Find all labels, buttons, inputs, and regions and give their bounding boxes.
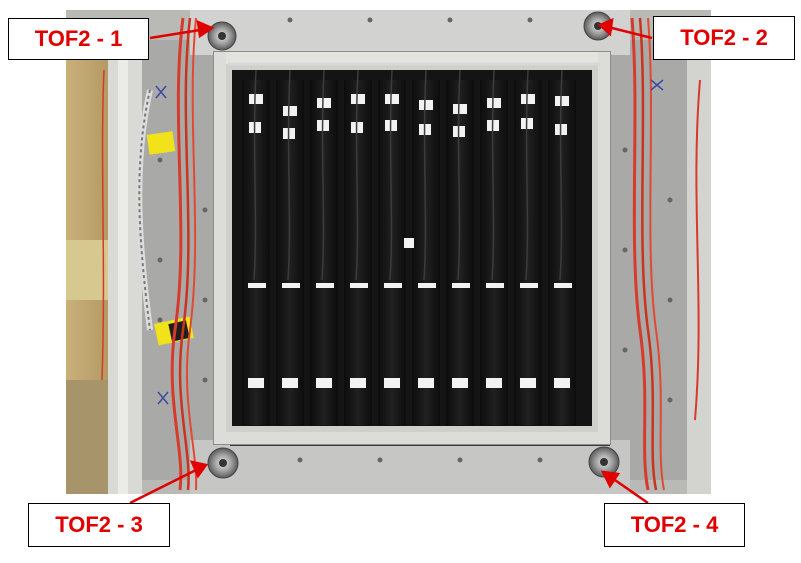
bolt-holes bbox=[157, 17, 673, 463]
tof2-1-label: TOF2 - 1 bbox=[8, 18, 149, 60]
tof2-2-label: TOF2 - 2 bbox=[653, 16, 795, 60]
bar-cables bbox=[228, 62, 600, 281]
corner-mounts bbox=[207, 11, 620, 479]
tof2-4-label: TOF2 - 4 bbox=[604, 503, 745, 547]
pen-marks bbox=[155, 79, 664, 405]
scintillator-bars bbox=[242, 80, 576, 425]
callout-arrows bbox=[129, 18, 653, 505]
tof2-3-label: TOF2 - 3 bbox=[28, 503, 170, 547]
side-cables bbox=[101, 17, 701, 491]
